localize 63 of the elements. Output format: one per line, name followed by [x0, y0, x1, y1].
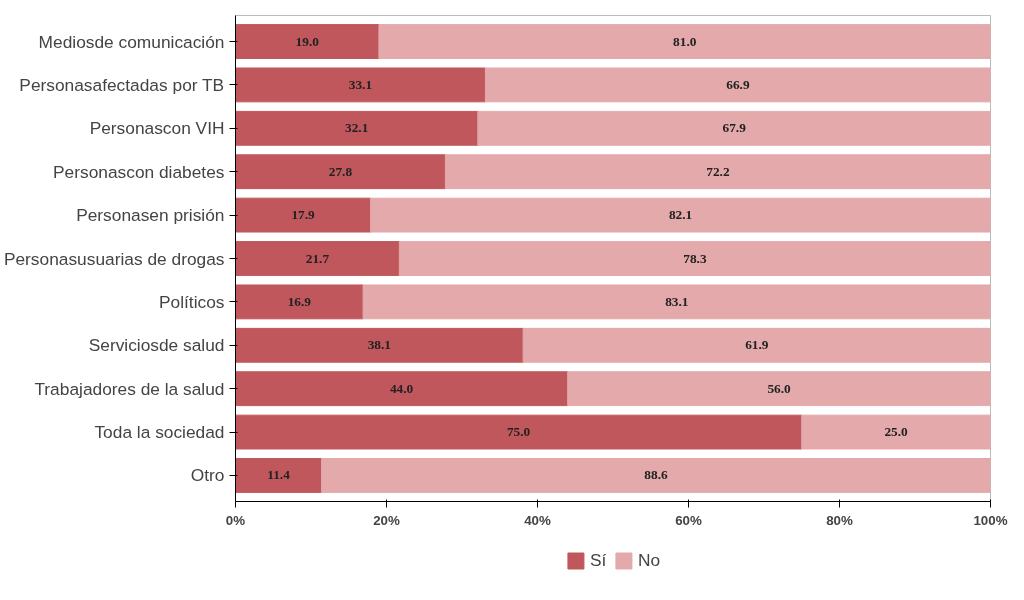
data-label: 67.9	[722, 120, 747, 136]
data-label: 72.2	[706, 163, 730, 179]
x-tick-label: 80%	[826, 512, 853, 528]
bar	[370, 197, 991, 233]
data-label: 11.4	[267, 467, 291, 483]
x-tick-label: 20%	[373, 512, 400, 528]
x-tick-label: 40%	[524, 512, 551, 528]
y-tick-label: Políticos	[159, 291, 225, 312]
data-label: 33.1	[348, 76, 373, 92]
x-tick-label: 60%	[675, 512, 702, 528]
bar	[321, 458, 991, 493]
bar	[567, 371, 991, 407]
data-label: 25.0	[884, 424, 909, 440]
data-label: 56.0	[767, 380, 792, 396]
data-label: 88.6	[644, 467, 669, 483]
bar	[484, 67, 991, 103]
bar	[235, 67, 486, 103]
data-label: 75.0	[506, 424, 531, 440]
bar	[235, 327, 524, 363]
bar	[444, 154, 991, 190]
bar	[398, 241, 991, 276]
x-tick-label: 100%	[973, 512, 1008, 528]
x-tick-label: 0%	[225, 512, 246, 528]
data-label: 81.0	[673, 33, 697, 49]
data-label: 32.1	[345, 120, 369, 136]
legend-label: Sí	[589, 549, 608, 571]
data-label: 27.8	[328, 163, 353, 179]
bar	[801, 414, 991, 450]
y-tick-label: Personasusuarias de drogas	[3, 248, 225, 269]
bar	[235, 458, 323, 493]
bar	[235, 284, 364, 320]
bar	[378, 24, 991, 59]
legend-label: No	[637, 549, 661, 571]
bar	[235, 414, 803, 450]
bar	[522, 327, 991, 363]
y-tick-label: Mediosde comunicación	[38, 31, 225, 52]
data-label: 82.1	[668, 207, 693, 223]
y-tick-label: Personascon diabetes	[53, 161, 225, 182]
y-tick-label: Serviciosde salud	[88, 335, 225, 356]
y-tick-label: Otro	[190, 465, 225, 486]
y-tick-label: Personascon VIH	[89, 118, 225, 139]
bar	[235, 241, 400, 276]
data-label: 44.0	[389, 380, 414, 396]
data-label: 78.3	[683, 250, 707, 266]
y-tick-label: Trabajadores de la salud	[34, 378, 225, 399]
bar	[362, 284, 991, 320]
data-label: 38.1	[367, 337, 391, 353]
bar	[235, 154, 446, 190]
bar	[477, 110, 991, 146]
data-label: 17.9	[291, 207, 316, 223]
y-tick-label: Personasafectadas por TB	[19, 74, 225, 95]
bar	[235, 197, 372, 233]
data-label: 21.7	[305, 250, 330, 266]
data-label: 66.9	[726, 76, 750, 92]
data-label: 19.0	[295, 33, 320, 49]
bar	[235, 371, 569, 407]
y-tick-label: Personasen prisión	[76, 205, 225, 226]
data-label: 61.9	[745, 337, 769, 353]
data-label: 16.9	[287, 293, 312, 309]
y-tick-label: Toda la sociedad	[94, 422, 225, 443]
bar	[235, 24, 380, 59]
data-label: 83.1	[665, 293, 689, 309]
bar	[235, 110, 479, 146]
